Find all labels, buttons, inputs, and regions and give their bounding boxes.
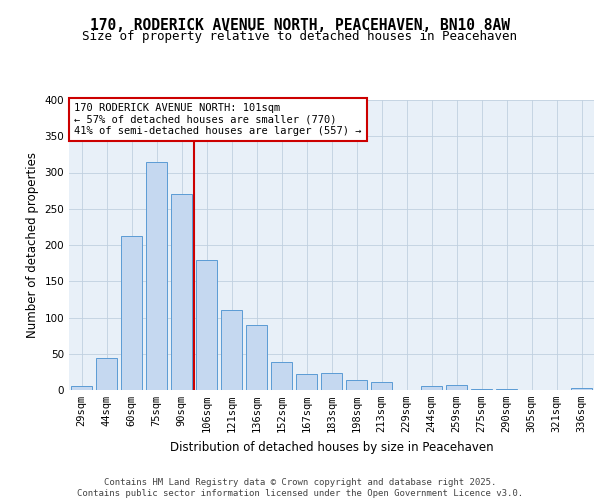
Bar xyxy=(171,194,192,390)
Bar xyxy=(296,374,317,390)
Text: 170, RODERICK AVENUE NORTH, PEACEHAVEN, BN10 8AW: 170, RODERICK AVENUE NORTH, PEACEHAVEN, … xyxy=(90,18,510,32)
Text: 170 RODERICK AVENUE NORTH: 101sqm
← 57% of detached houses are smaller (770)
41%: 170 RODERICK AVENUE NORTH: 101sqm ← 57% … xyxy=(74,103,362,136)
Bar xyxy=(371,382,392,390)
X-axis label: Distribution of detached houses by size in Peacehaven: Distribution of detached houses by size … xyxy=(170,440,493,454)
Bar xyxy=(446,385,467,390)
Bar xyxy=(96,358,117,390)
Bar xyxy=(571,388,592,390)
Bar xyxy=(196,260,217,390)
Bar xyxy=(146,162,167,390)
Bar xyxy=(271,362,292,390)
Y-axis label: Number of detached properties: Number of detached properties xyxy=(26,152,39,338)
Bar xyxy=(121,236,142,390)
Bar xyxy=(346,380,367,390)
Bar xyxy=(246,325,267,390)
Bar xyxy=(471,388,492,390)
Bar xyxy=(421,386,442,390)
Bar xyxy=(321,372,342,390)
Bar xyxy=(221,310,242,390)
Text: Contains HM Land Registry data © Crown copyright and database right 2025.
Contai: Contains HM Land Registry data © Crown c… xyxy=(77,478,523,498)
Bar xyxy=(71,386,92,390)
Text: Size of property relative to detached houses in Peacehaven: Size of property relative to detached ho… xyxy=(83,30,517,43)
